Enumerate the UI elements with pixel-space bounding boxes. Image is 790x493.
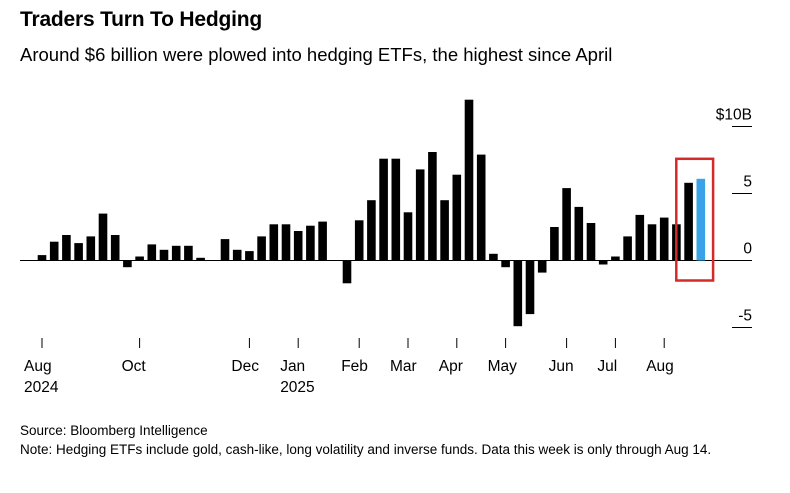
bar-2 [62, 235, 71, 261]
bar-20 [281, 224, 291, 261]
bar-36 [476, 154, 486, 261]
bar-47 [611, 256, 620, 261]
footnote: Note: Hedging ETFs include gold, cash-li… [20, 442, 712, 457]
bar-10 [159, 249, 169, 261]
chart-title: Traders Turn To Hedging [20, 8, 262, 31]
y-tick-label-2: 0 [743, 241, 752, 258]
x-tick-label-8: Jun [549, 358, 574, 375]
bar-34 [452, 174, 462, 261]
bar-26 [354, 220, 364, 261]
bar-37 [489, 253, 498, 261]
bar-16 [232, 249, 242, 261]
bar-15 [220, 239, 230, 261]
bar-50 [647, 224, 657, 261]
bar-12 [184, 245, 193, 261]
bar-5 [98, 213, 108, 261]
bar-8 [135, 256, 144, 261]
bar-38 [501, 260, 510, 268]
y-tick-label-1: 5 [743, 174, 752, 191]
bar-44 [574, 206, 584, 261]
bar-22 [306, 225, 315, 261]
bar-27 [367, 200, 376, 261]
bar-54 [696, 178, 706, 261]
bar-25 [342, 260, 352, 284]
bar-23 [318, 221, 327, 261]
bar-32 [428, 152, 437, 261]
y-tick-label-0: $10B [716, 107, 752, 124]
bar-13 [196, 257, 205, 261]
bar-48 [623, 236, 632, 261]
x-tick-sublabel-0: 2024 [24, 379, 59, 396]
bar-21 [293, 231, 303, 261]
bar-49 [635, 214, 645, 261]
x-tick-label-0: Aug [24, 358, 52, 375]
bar-30 [403, 212, 413, 261]
x-tick-label-5: Mar [390, 358, 417, 375]
bar-3 [74, 243, 83, 261]
bar-19 [269, 224, 279, 261]
bar-11 [171, 245, 181, 261]
bar-46 [598, 260, 608, 265]
bar-17 [245, 251, 254, 261]
bar-29 [391, 158, 401, 261]
bar-9 [147, 244, 157, 261]
bar-42 [550, 227, 559, 261]
source-note: Source: Bloomberg Intelligence [20, 423, 208, 438]
bar-53 [684, 182, 693, 261]
bar-18 [257, 236, 266, 261]
bar-41 [537, 260, 547, 273]
bar-31 [415, 169, 425, 261]
y-tick-label-3: -5 [738, 308, 752, 325]
bar-4 [86, 236, 96, 261]
bar-6 [110, 235, 120, 261]
bar-45 [586, 223, 596, 261]
bar-51 [659, 217, 669, 261]
x-tick-label-3: Jan [280, 358, 305, 375]
x-tick-label-7: May [488, 358, 518, 375]
bar-43 [562, 188, 571, 261]
bar-chart: $10B 5 0 -5 Aug 2024 Oct Dec Jan 2025 Feb Mar Apr May… [20, 99, 752, 396]
x-tick-sublabel-3: 2025 [280, 379, 314, 396]
x-tick-label-2: Dec [231, 358, 259, 375]
bar-7 [123, 260, 132, 268]
bar-33 [440, 200, 449, 261]
bar-28 [379, 158, 388, 261]
x-tick-label-4: Feb [341, 358, 368, 375]
x-tick-label-10: Aug [646, 358, 674, 375]
bar-40 [525, 260, 535, 315]
x-tick-label-6: Apr [439, 358, 463, 375]
bar-35 [464, 99, 474, 261]
bar-39 [513, 260, 523, 327]
bar-1 [49, 241, 59, 261]
x-tick-label-1: Oct [122, 358, 147, 375]
bar-0 [37, 255, 47, 261]
x-tick-label-9: Jul [597, 358, 617, 375]
chart-subtitle: Around $6 billion were plowed into hedgi… [20, 44, 613, 65]
highlight-box [675, 157, 715, 282]
